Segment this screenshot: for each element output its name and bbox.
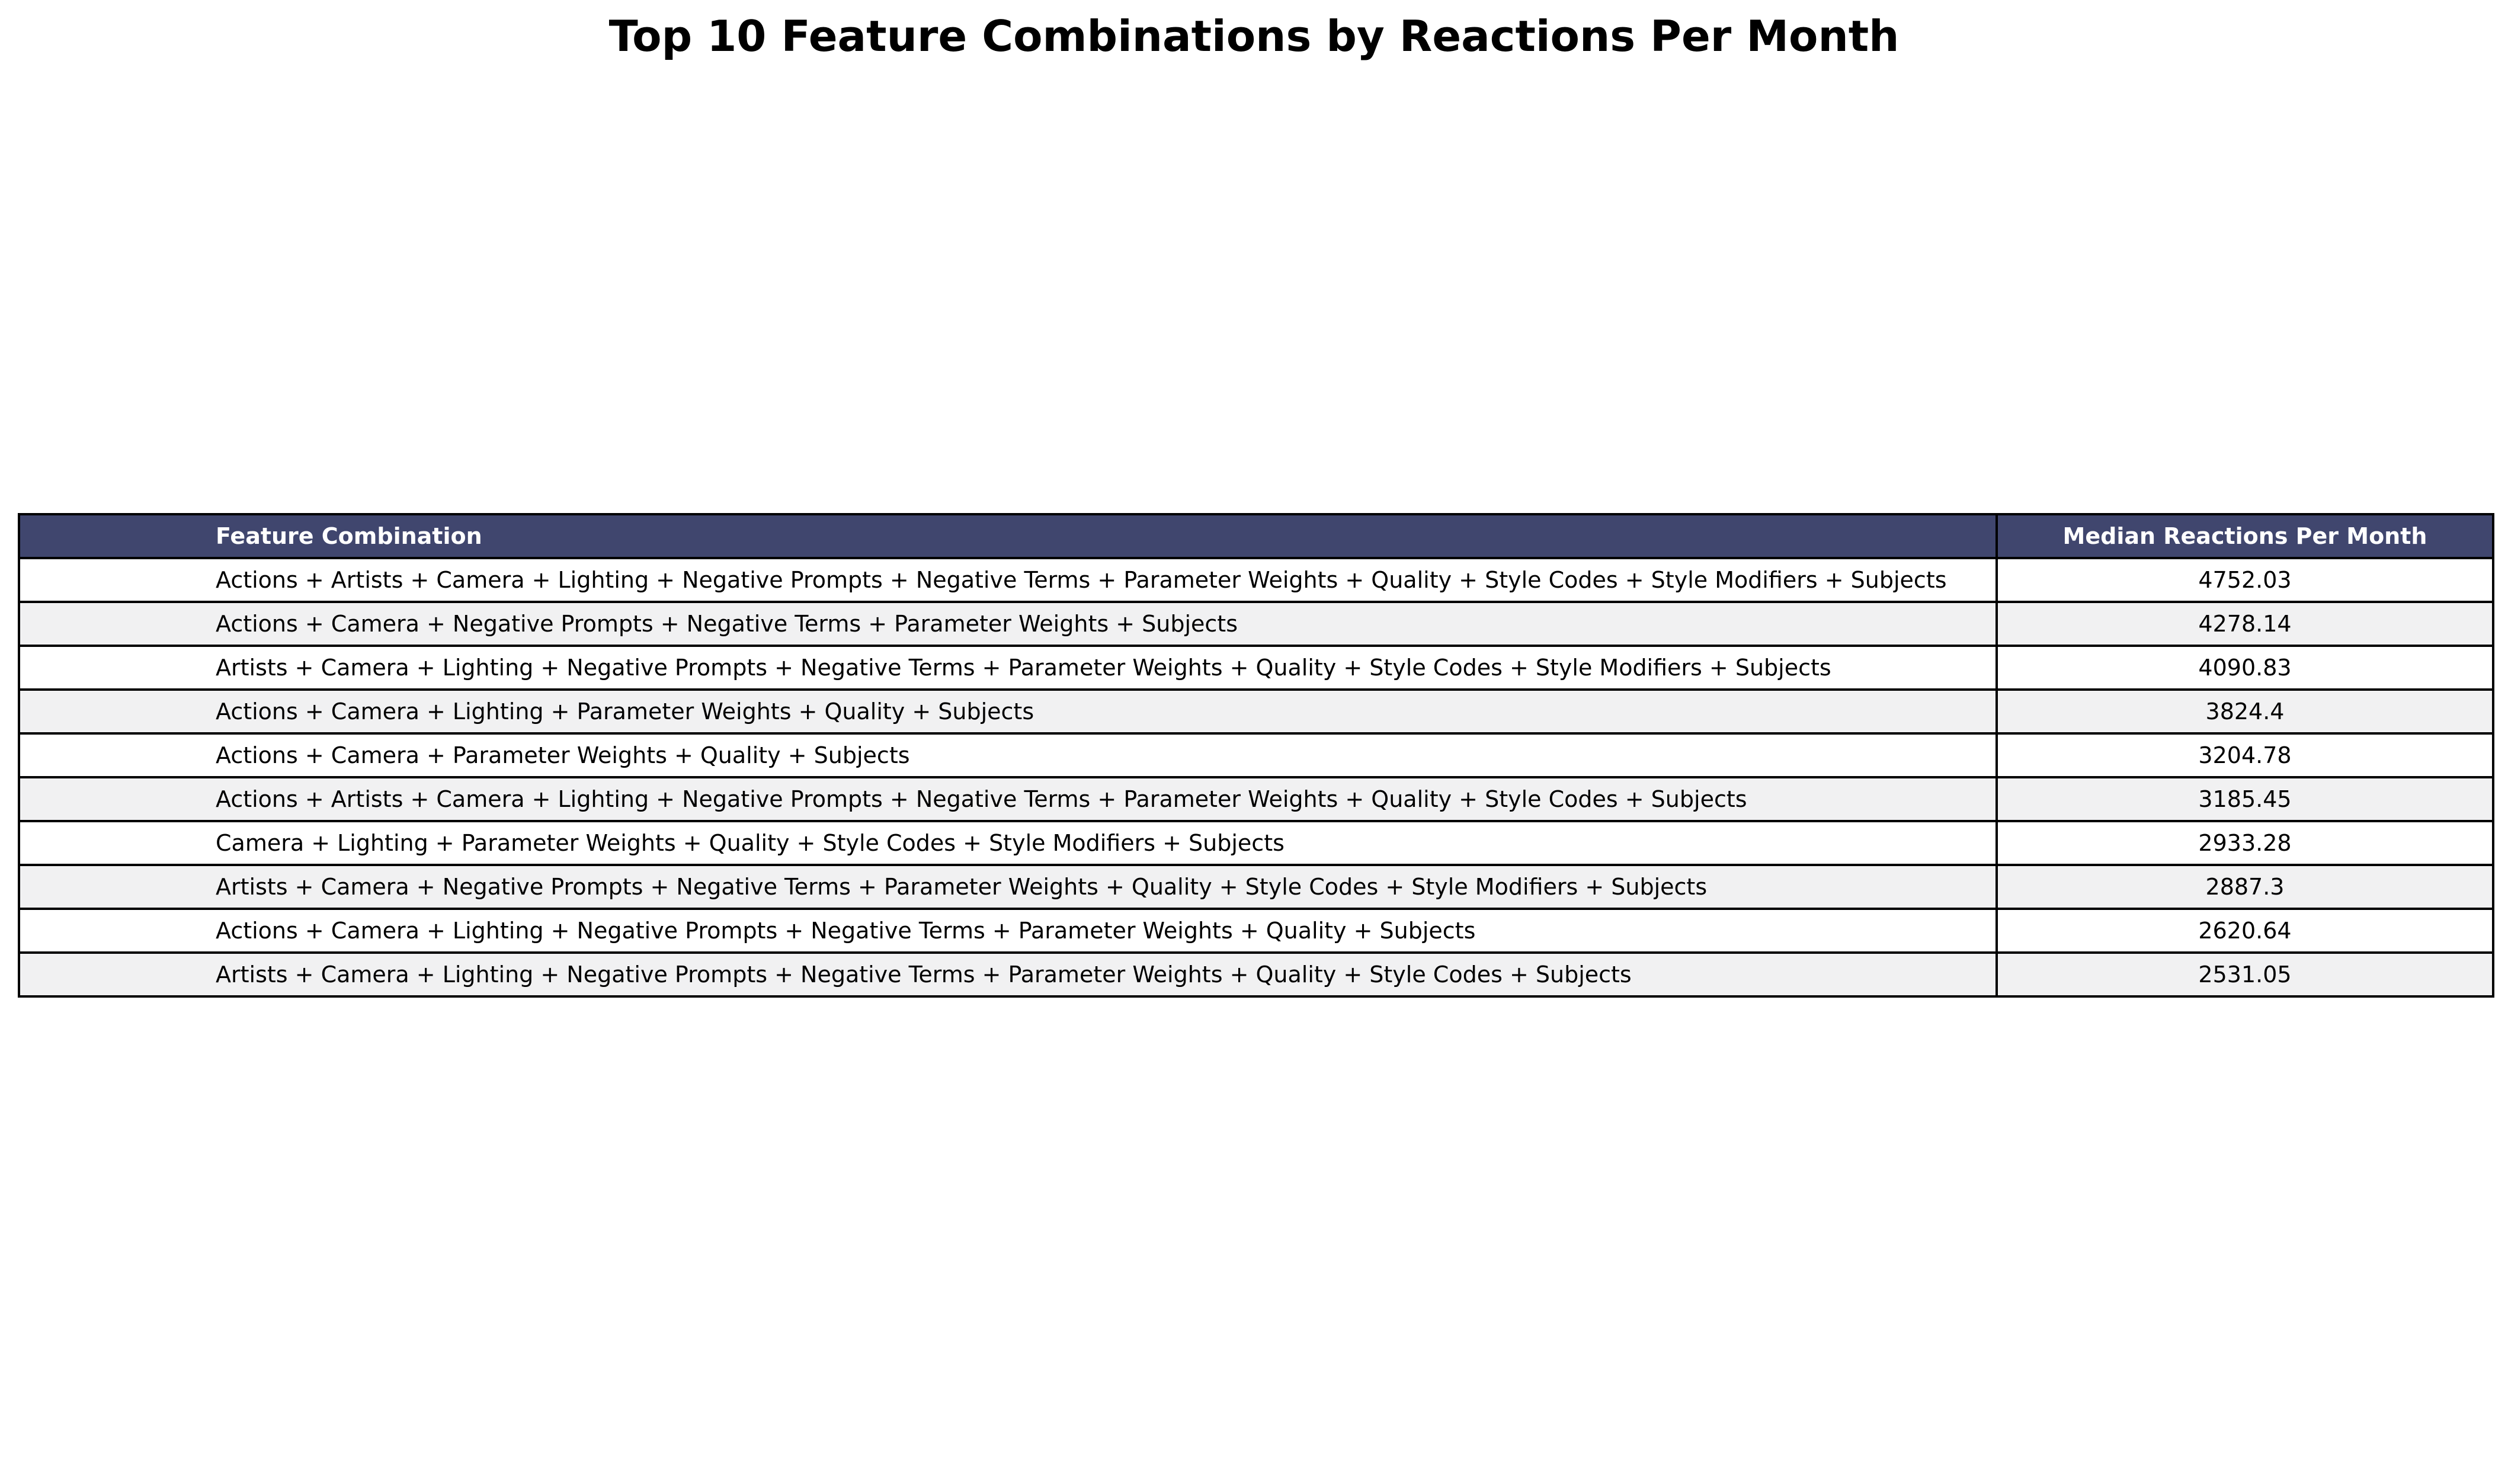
median-reactions-cell: 4752.03 [1995,557,2494,603]
median-reactions-cell: 2933.28 [1995,820,2494,866]
table-header-row: Feature Combination Median Reactions Per… [18,513,2494,559]
median-reactions-cell: 3204.78 [1995,732,2494,778]
table-container: Feature Combination Median Reactions Per… [18,513,2494,998]
table-row: Artists + Camera + Lighting + Negative P… [18,645,2494,691]
median-reactions-cell: 2887.3 [1995,864,2494,910]
median-reactions-cell: 2620.64 [1995,908,2494,954]
median-reactions-cell: 4090.83 [1995,645,2494,691]
table-row: Actions + Camera + Parameter Weights + Q… [18,732,2494,778]
data-table: Feature Combination Median Reactions Per… [18,513,2494,998]
feature-combination-cell: Actions + Camera + Lighting + Negative P… [18,908,1998,954]
median-reactions-cell: 4278.14 [1995,601,2494,647]
column-header-median-reactions: Median Reactions Per Month [1995,513,2494,559]
median-reactions-cell: 2531.05 [1995,951,2494,998]
table-row: Artists + Camera + Negative Prompts + Ne… [18,864,2494,910]
feature-combination-cell: Artists + Camera + Lighting + Negative P… [18,951,1998,998]
feature-combination-cell: Camera + Lighting + Parameter Weights + … [18,820,1998,866]
feature-combination-cell: Actions + Camera + Negative Prompts + Ne… [18,601,1998,647]
chart-title: Top 10 Feature Combinations by Reactions… [608,11,1900,61]
table-row: Artists + Camera + Lighting + Negative P… [18,951,2494,998]
feature-combination-cell: Artists + Camera + Negative Prompts + Ne… [18,864,1998,910]
table-row: Actions + Camera + Lighting + Parameter … [18,688,2494,735]
table-row: Actions + Camera + Negative Prompts + Ne… [18,601,2494,647]
table-row: Actions + Artists + Camera + Lighting + … [18,776,2494,822]
feature-combination-cell: Actions + Camera + Lighting + Parameter … [18,688,1998,735]
feature-combination-cell: Actions + Camera + Parameter Weights + Q… [18,732,1998,778]
table-row: Camera + Lighting + Parameter Weights + … [18,820,2494,866]
table-row: Actions + Camera + Lighting + Negative P… [18,908,2494,954]
table-row: Actions + Artists + Camera + Lighting + … [18,557,2494,603]
column-header-feature-combination: Feature Combination [18,513,1998,559]
feature-combination-cell: Actions + Artists + Camera + Lighting + … [18,776,1998,822]
feature-combination-cell: Actions + Artists + Camera + Lighting + … [18,557,1998,603]
median-reactions-cell: 3824.4 [1995,688,2494,735]
median-reactions-cell: 3185.45 [1995,776,2494,822]
feature-combination-cell: Artists + Camera + Lighting + Negative P… [18,645,1998,691]
